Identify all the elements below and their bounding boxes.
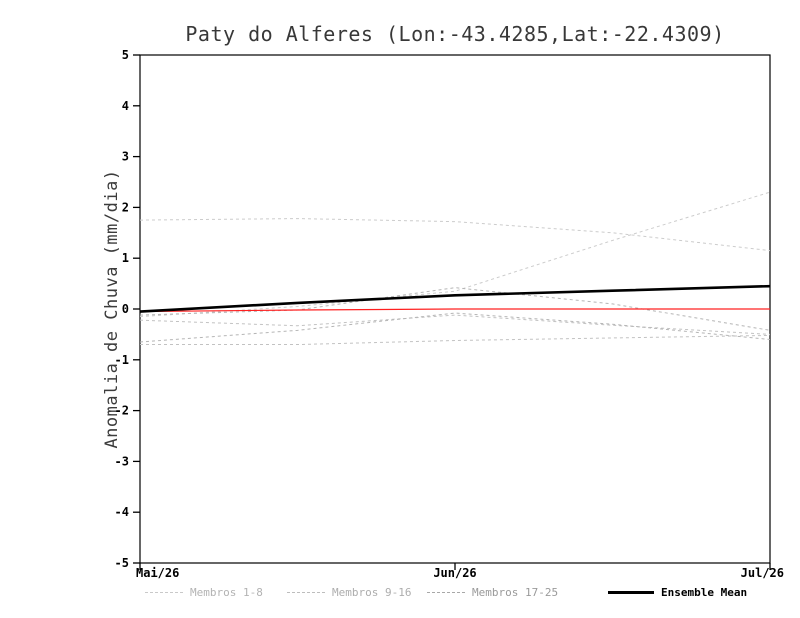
x-tick-label: Jun/26	[433, 566, 476, 580]
y-tick-label: -4	[115, 505, 129, 519]
legend-label: Ensemble Mean	[661, 585, 748, 599]
legend: Membros 1-8 Membros 9-16 Membros 17-25 E…	[0, 584, 800, 604]
y-tick-label: -3	[115, 454, 129, 468]
legend-label: Membros 17-25	[472, 585, 559, 599]
series-zero-reference	[139, 308, 770, 313]
legend-sample-dashed-light	[145, 591, 183, 593]
series-membro-d	[139, 314, 771, 335]
legend-label: Membros 1-8	[190, 585, 263, 599]
y-tick-label: -5	[115, 556, 129, 570]
y-tick-label: 3	[122, 150, 129, 164]
legend-item-membros-17-25: Membros 17-25	[427, 584, 558, 600]
series-ensemble-mean	[139, 284, 771, 313]
legend-label: Membros 9-16	[332, 585, 412, 599]
legend-sample-dashed-dark	[427, 591, 465, 593]
y-tick-label: -1	[115, 353, 129, 367]
chart-title: Paty do Alferes (Lon:-43.4285,Lat:-22.43…	[185, 22, 725, 46]
y-tick-label: -2	[115, 404, 129, 418]
y-tick-label: 4	[122, 99, 129, 113]
y-tick-label: 5	[122, 48, 129, 62]
legend-item-membros-1-8: Membros 1-8	[145, 584, 263, 600]
legend-sample-solid-black	[608, 590, 654, 594]
series-membro-f	[139, 312, 771, 343]
x-tick-label: Mai/26	[136, 566, 179, 580]
legend-item-ensemble-mean: Ensemble Mean	[608, 584, 747, 600]
series-membro-b	[139, 191, 771, 318]
legend-sample-dashed-medium	[287, 591, 325, 593]
y-tick-label: 0	[122, 302, 129, 316]
x-tick-label: Jul/26	[741, 566, 784, 580]
series-membro-a	[139, 218, 771, 252]
series-membro-e	[139, 287, 771, 331]
legend-item-membros-9-16: Membros 9-16	[287, 584, 411, 600]
y-tick-label: 2	[122, 200, 129, 214]
series-membro-c	[140, 334, 771, 346]
y-tick-label: 1	[122, 251, 129, 265]
